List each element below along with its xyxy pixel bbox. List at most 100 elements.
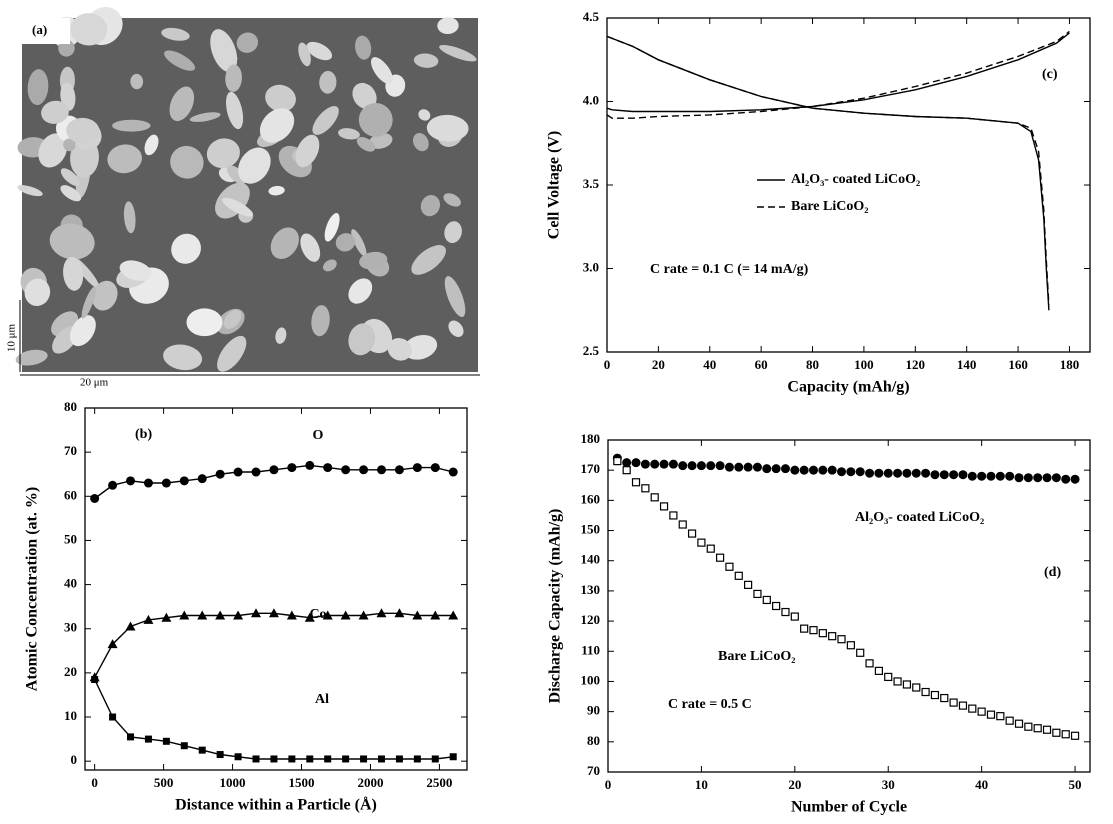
- marker: [198, 474, 207, 483]
- marker: [875, 667, 882, 674]
- y-tick-label: 150: [581, 522, 601, 537]
- y-tick-label: 70: [64, 443, 77, 458]
- marker: [773, 603, 780, 610]
- marker: [810, 627, 817, 634]
- marker: [450, 753, 457, 760]
- plot-frame: [85, 408, 467, 770]
- marker: [622, 458, 631, 467]
- y-tick-label: 3.5: [583, 176, 600, 191]
- marker: [978, 708, 985, 715]
- marker: [109, 714, 116, 721]
- x-tick-label: 80: [806, 357, 819, 372]
- marker: [305, 461, 314, 470]
- x-tick-label: 1000: [220, 775, 246, 790]
- marker: [865, 469, 874, 478]
- marker: [431, 463, 440, 472]
- marker: [632, 458, 641, 467]
- y-tick-label: 3.0: [583, 259, 599, 274]
- y-axis-title: Atomic Concentration (at. %): [24, 487, 41, 691]
- marker: [1033, 473, 1042, 482]
- marker: [922, 689, 929, 696]
- marker: [432, 755, 439, 762]
- marker: [127, 733, 134, 740]
- marker: [1062, 731, 1069, 738]
- x-tick-label: 2500: [426, 775, 452, 790]
- y-tick-label: 4.0: [583, 92, 599, 107]
- x-tick-label: 30: [882, 777, 895, 792]
- y-tick-label: 50: [64, 531, 77, 546]
- marker: [762, 464, 771, 473]
- marker: [838, 636, 845, 643]
- marker: [660, 460, 669, 469]
- marker: [1052, 473, 1061, 482]
- x-tick-label: 1500: [289, 775, 315, 790]
- marker: [1016, 720, 1023, 727]
- marker: [341, 465, 350, 474]
- marker: [633, 479, 640, 486]
- series-line: [95, 680, 454, 760]
- marker: [163, 738, 170, 745]
- marker: [1025, 723, 1032, 730]
- legend-label: Al₂O₃- coated LiCoO₂: [791, 172, 920, 187]
- marker: [997, 713, 1004, 720]
- marker: [856, 467, 865, 476]
- marker: [996, 472, 1005, 481]
- x-tick-label: 40: [703, 357, 716, 372]
- marker: [90, 494, 99, 503]
- marker: [1006, 717, 1013, 724]
- annotation: (d): [1044, 565, 1061, 580]
- marker: [940, 470, 949, 479]
- marker: [378, 755, 385, 762]
- y-tick-label: 140: [581, 552, 601, 567]
- scale-label: 10 μm: [6, 323, 18, 352]
- y-tick-label: 20: [64, 664, 77, 679]
- x-axis-title: Number of Cycle: [791, 799, 907, 816]
- marker: [679, 521, 686, 528]
- marker: [91, 676, 98, 683]
- x-tick-label: 40: [975, 777, 988, 792]
- marker: [902, 469, 911, 478]
- marker: [706, 461, 715, 470]
- marker: [288, 755, 295, 762]
- marker: [697, 461, 706, 470]
- marker: [745, 581, 752, 588]
- y-tick-label: 180: [581, 431, 601, 446]
- marker: [678, 461, 687, 470]
- x-tick-label: 160: [1008, 357, 1028, 372]
- marker: [360, 755, 367, 762]
- marker: [670, 512, 677, 519]
- marker: [650, 460, 659, 469]
- y-tick-label: 30: [64, 620, 77, 635]
- y-tick-label: 110: [581, 642, 600, 657]
- marker: [324, 755, 331, 762]
- marker: [323, 463, 332, 472]
- marker: [754, 590, 761, 597]
- x-tick-label: 120: [906, 357, 926, 372]
- x-tick-label: 2000: [357, 775, 383, 790]
- legend-label: Bare LiCoO₂: [791, 199, 868, 214]
- marker: [837, 467, 846, 476]
- marker: [884, 469, 893, 478]
- marker: [651, 494, 658, 501]
- marker: [1005, 472, 1014, 481]
- marker: [449, 468, 458, 477]
- x-tick-label: 20: [788, 777, 801, 792]
- marker: [781, 464, 790, 473]
- marker: [744, 463, 753, 472]
- series-label: Co: [309, 607, 326, 622]
- marker: [144, 479, 153, 488]
- annotation: (b): [135, 427, 152, 442]
- x-tick-label: 0: [605, 777, 612, 792]
- marker: [726, 563, 733, 570]
- marker: [162, 479, 171, 488]
- sem-image: [14, 0, 478, 377]
- marker: [986, 472, 995, 481]
- marker: [199, 747, 206, 754]
- x-tick-label: 0: [604, 357, 611, 372]
- marker: [359, 465, 368, 474]
- x-axis-title: Distance within a Particle (Å): [175, 796, 377, 814]
- annotation: C rate = 0.1 C (= 14 mA/g): [650, 262, 809, 277]
- marker: [642, 485, 649, 492]
- marker: [829, 633, 836, 640]
- marker: [717, 554, 724, 561]
